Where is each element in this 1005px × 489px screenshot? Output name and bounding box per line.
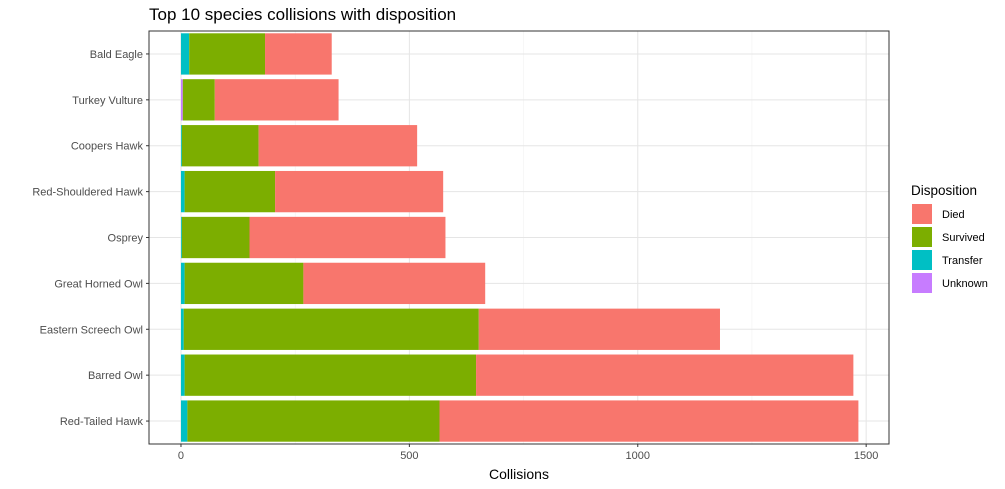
legend-swatch-unknown [912, 273, 932, 293]
legend-title: Disposition [911, 183, 977, 198]
bar-survived-red-tailed-hawk [187, 400, 440, 442]
bar-survived-coopers-hawk [181, 125, 259, 167]
bar-transfer-coopers-hawk [180, 125, 182, 167]
bar-died-barred-owl [476, 354, 854, 396]
y-tick-label: Turkey Vulture [72, 95, 143, 107]
legend-label-died: Died [942, 209, 965, 221]
y-tick-label: Great Horned Owl [54, 278, 143, 290]
bar-unknown-turkey-vulture [180, 79, 183, 121]
bar-survived-red-shouldered-hawk [184, 170, 276, 213]
bar-died-turkey-vulture [214, 79, 339, 121]
y-axis: Bald Eagle Turkey Vulture Coopers Hawk Red-… [32, 49, 149, 428]
bar-died-red-tailed-hawk [439, 400, 859, 442]
chart-title: Top 10 species collisions with dispositi… [149, 5, 456, 24]
bar-transfer-great-horned-owl [180, 262, 185, 305]
legend-label-unknown: Unknown [942, 278, 988, 290]
bar-died-osprey [249, 216, 446, 259]
bar-survived-bald-eagle [189, 33, 266, 75]
y-tick-label: Bald Eagle [90, 49, 143, 61]
bar-survived-great-horned-owl [184, 262, 304, 305]
bar-survived-barred-owl [184, 354, 477, 396]
bar-died-eastern-screech-owl [478, 308, 720, 350]
x-tick-label: 500 [400, 450, 418, 462]
bar-transfer-red-tailed-hawk [180, 400, 188, 442]
y-tick-label: Coopers Hawk [71, 141, 144, 153]
bar-survived-turkey-vulture [182, 79, 215, 121]
legend-label-transfer: Transfer [942, 255, 983, 267]
legend-swatch-transfer [912, 250, 932, 270]
bar-died-red-shouldered-hawk [275, 170, 444, 213]
legend-swatch-survived [912, 227, 932, 247]
legend: Disposition Died Survived Transfer Unknown [911, 183, 988, 293]
bar-transfer-osprey [180, 216, 182, 259]
x-axis-title: Collisions [489, 466, 549, 482]
y-tick-label: Red-Tailed Hawk [60, 416, 144, 428]
x-tick-label: 1500 [854, 450, 878, 462]
bar-transfer-barred-owl [180, 354, 185, 396]
legend-swatch-died [912, 204, 932, 224]
bar-died-great-horned-owl [303, 262, 486, 305]
legend-label-survived: Survived [942, 232, 985, 244]
bar-transfer-red-shouldered-hawk [180, 170, 185, 213]
bar-survived-osprey [181, 216, 250, 259]
bar-survived-eastern-screech-owl [183, 308, 479, 350]
x-axis: 0 500 1000 1500 [178, 444, 878, 462]
y-tick-label: Eastern Screech Owl [40, 324, 143, 336]
bars [180, 33, 859, 442]
y-tick-label: Red-Shouldered Hawk [32, 187, 143, 199]
bar-transfer-bald-eagle [180, 33, 190, 75]
y-tick-label: Barred Owl [88, 370, 143, 382]
x-tick-label: 0 [178, 450, 184, 462]
bar-died-coopers-hawk [258, 125, 418, 167]
bar-transfer-eastern-screech-owl [180, 308, 184, 350]
bar-died-bald-eagle [265, 33, 332, 75]
y-tick-label: Osprey [108, 233, 144, 245]
x-tick-label: 1000 [626, 450, 650, 462]
